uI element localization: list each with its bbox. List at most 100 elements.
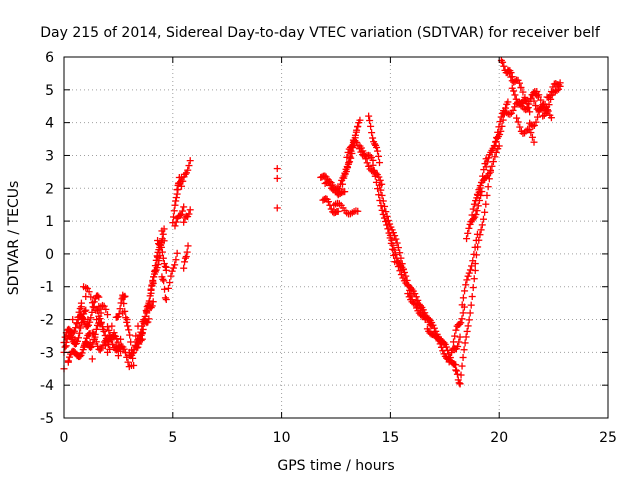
data-point <box>116 305 124 313</box>
data-point <box>369 134 377 142</box>
data-point <box>444 346 452 354</box>
data-point <box>161 263 169 271</box>
data-point <box>158 248 166 256</box>
data-point <box>377 186 385 194</box>
data-point <box>161 294 169 302</box>
data-point <box>373 143 381 151</box>
data-point <box>180 218 188 226</box>
data-point <box>85 321 93 329</box>
data-point <box>88 308 96 316</box>
data-point <box>120 300 128 308</box>
data-point <box>452 366 460 374</box>
data-point <box>91 333 99 341</box>
data-point <box>346 158 354 166</box>
data-point <box>334 207 342 215</box>
data-point <box>61 333 69 341</box>
data-point <box>474 243 482 251</box>
data-point <box>477 226 485 234</box>
data-point <box>458 362 466 370</box>
data-point <box>510 87 518 95</box>
data-point <box>523 104 531 112</box>
data-point <box>453 370 461 378</box>
data-point <box>459 354 467 362</box>
data-point <box>430 324 438 332</box>
data-point <box>343 153 351 161</box>
data-point <box>377 202 385 210</box>
data-point <box>338 189 346 197</box>
data-point <box>467 218 475 226</box>
data-point <box>168 267 176 275</box>
x-tick-label: 20 <box>490 430 508 446</box>
data-point <box>464 272 472 280</box>
data-point <box>273 204 281 212</box>
data-point <box>456 333 464 341</box>
data-point <box>522 106 530 114</box>
data-point <box>481 208 489 216</box>
data-point <box>556 79 564 87</box>
grid-lines <box>64 57 608 418</box>
data-point <box>363 159 371 167</box>
data-point <box>515 98 523 106</box>
data-point <box>389 241 397 249</box>
data-point <box>392 250 400 258</box>
data-point <box>463 327 471 335</box>
data-point <box>138 330 146 338</box>
data-point <box>178 207 186 215</box>
data-point <box>73 337 81 345</box>
data-point <box>98 301 106 309</box>
data-point <box>462 333 470 341</box>
data-point <box>339 180 347 188</box>
data-point <box>466 309 474 317</box>
data-point <box>461 339 469 347</box>
data-point <box>152 256 160 264</box>
data-point <box>378 206 386 214</box>
data-point <box>484 154 492 162</box>
data-point <box>492 137 500 145</box>
data-point <box>517 101 525 109</box>
data-point <box>452 326 460 334</box>
data-point <box>141 312 149 320</box>
data-point <box>470 200 478 208</box>
data-point <box>496 118 504 126</box>
data-point <box>526 108 534 116</box>
data-point <box>170 207 178 215</box>
data-point <box>61 343 69 351</box>
y-tick-label: -5 <box>40 411 54 427</box>
data-point <box>151 262 159 270</box>
data-point <box>376 159 384 167</box>
data-point <box>181 254 189 262</box>
data-point <box>507 73 515 81</box>
data-point <box>513 114 521 122</box>
data-point <box>352 128 360 136</box>
data-point <box>347 154 355 162</box>
data-point <box>106 331 114 339</box>
data-point <box>393 258 401 266</box>
y-tick-label: 0 <box>45 247 54 263</box>
data-point <box>404 290 412 298</box>
data-point <box>273 165 281 173</box>
data-point <box>157 243 165 251</box>
data-point <box>122 314 130 322</box>
data-point <box>326 178 334 186</box>
data-point <box>511 103 519 111</box>
y-tick-labels: -5 -4 -3 -2 -1 0 1 2 3 4 5 6 <box>40 50 54 427</box>
data-point <box>499 58 507 66</box>
data-point <box>92 338 100 346</box>
data-points <box>60 56 564 388</box>
data-point <box>148 282 156 290</box>
data-point <box>468 293 476 301</box>
data-point <box>475 186 483 194</box>
data-point <box>153 252 161 260</box>
data-point <box>396 249 404 257</box>
data-point <box>393 239 401 247</box>
data-point <box>354 207 362 215</box>
data-point <box>121 349 129 357</box>
data-point <box>516 79 524 87</box>
data-point <box>450 338 458 346</box>
data-point <box>530 138 538 146</box>
data-point <box>85 288 93 296</box>
data-point <box>411 290 419 298</box>
data-point <box>530 121 538 129</box>
data-point <box>542 109 550 117</box>
data-point <box>394 263 402 271</box>
